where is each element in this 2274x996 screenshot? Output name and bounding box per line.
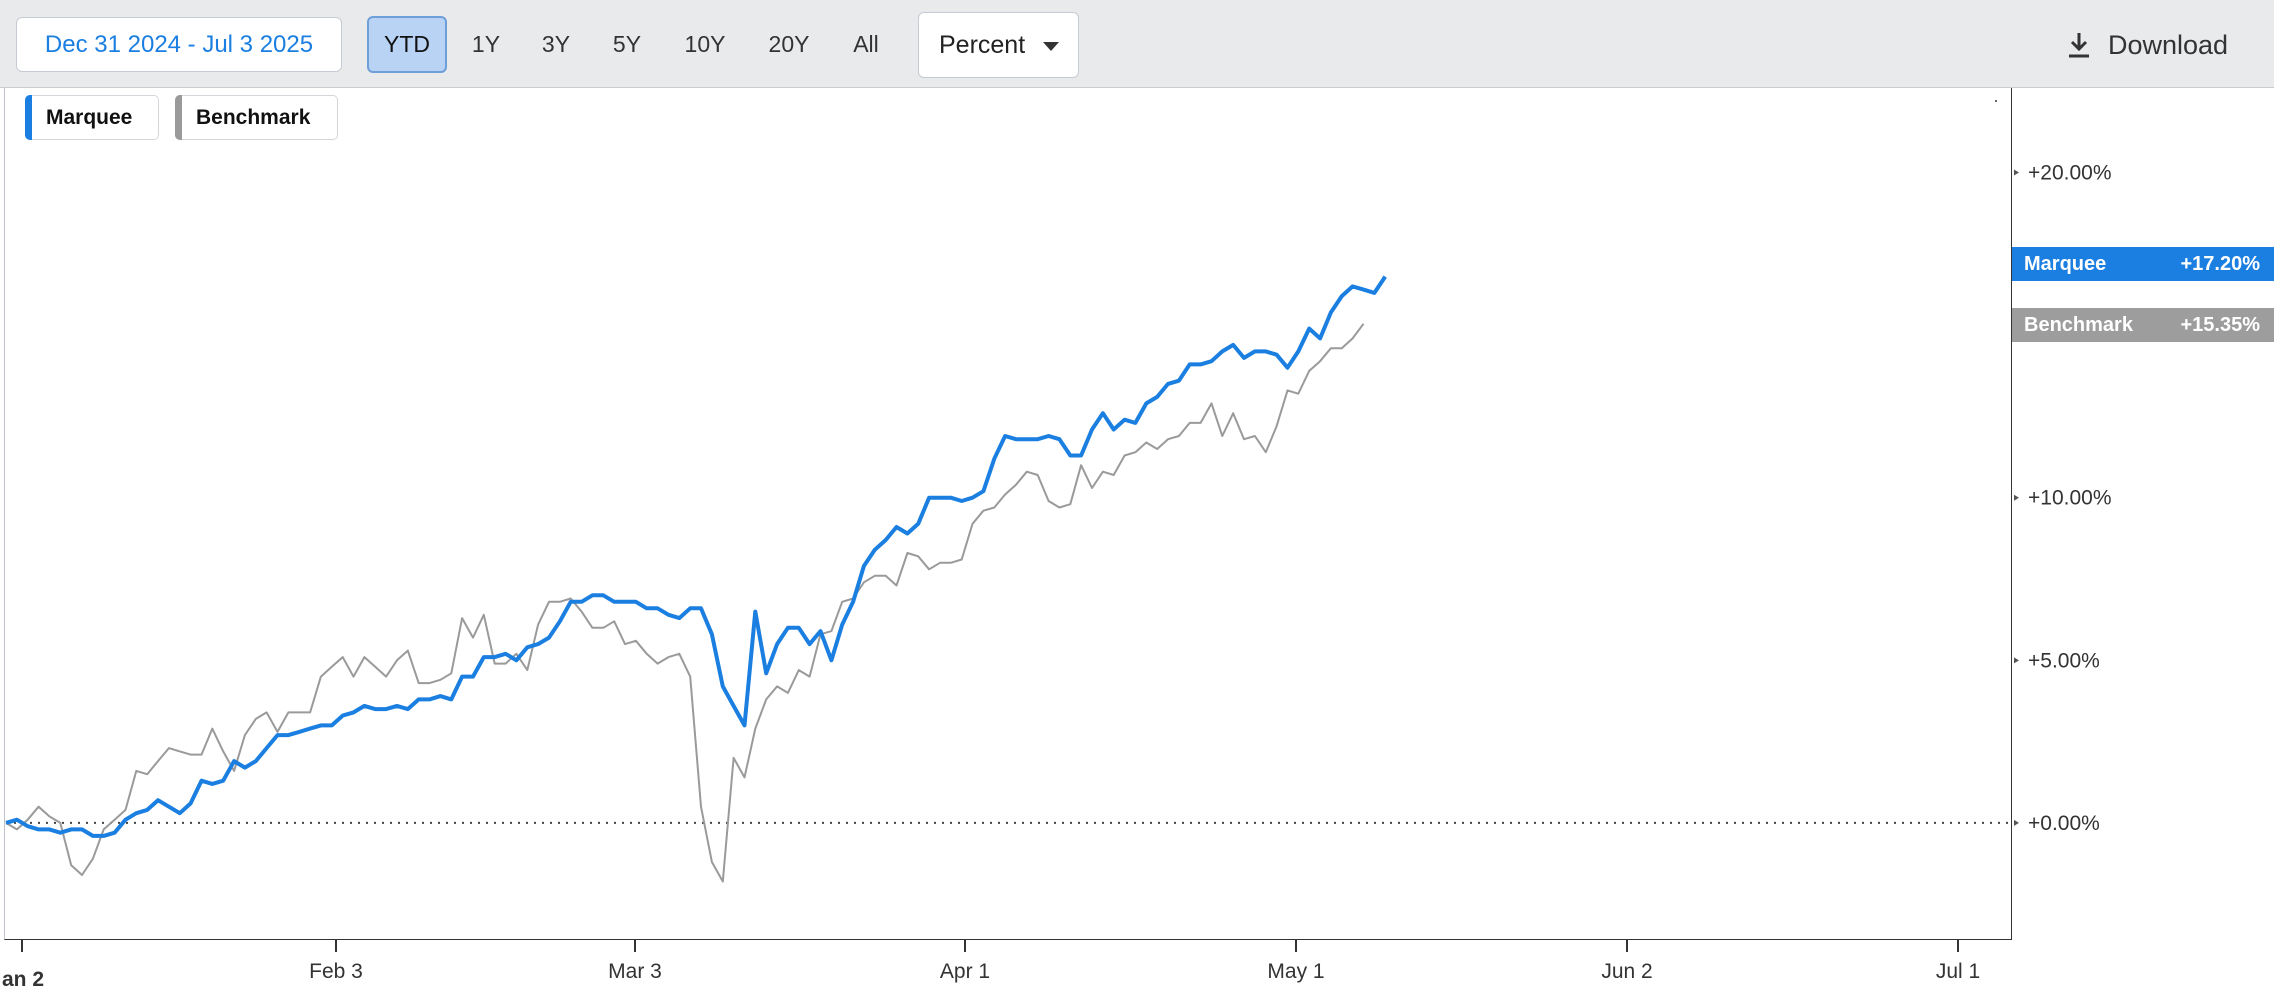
legend-item-marquee[interactable]: Marquee <box>25 95 159 140</box>
range-3y-button[interactable]: 3Y <box>541 31 571 57</box>
y-tick-mark <box>2014 169 2019 176</box>
y-tick-label: +0.00% <box>2028 812 2100 835</box>
y-tick-label: +10.00% <box>2028 487 2112 510</box>
y-tick-label: +5.00% <box>2028 649 2100 672</box>
unit-dropdown[interactable]: Percent <box>918 12 1079 78</box>
download-label: Download <box>2108 30 2229 60</box>
end-value-tag-benchmark: Benchmark +15.35% <box>2012 308 2274 342</box>
x-tick-label: Mar 3 <box>608 960 662 983</box>
download-button[interactable]: Download <box>2060 20 2250 70</box>
end-tag-value-benchmark: +15.35% <box>2180 314 2260 336</box>
legend-swatch-marquee <box>25 95 32 140</box>
range-10y-button[interactable]: 10Y <box>684 31 726 57</box>
x-tick-label: an 2 <box>2 968 44 991</box>
x-tick-label: Jul 1 <box>1936 960 1980 983</box>
legend-label-benchmark: Benchmark <box>196 106 311 129</box>
end-tag-name-benchmark: Benchmark <box>2024 314 2133 336</box>
range-20y-button[interactable]: 20Y <box>768 31 810 57</box>
x-axis: an 2 Feb 3 Mar 3 Apr 1 May 1 Jun 2 Jul 1 <box>2 940 1980 991</box>
download-icon <box>2069 33 2089 58</box>
y-tick-label: +20.00% <box>2028 162 2112 185</box>
legend-label-marquee: Marquee <box>46 106 133 129</box>
end-value-tag-marquee: Marquee +17.20% <box>2012 247 2274 281</box>
range-5y-button[interactable]: 5Y <box>612 31 642 57</box>
series-line-marquee <box>5 275 1387 838</box>
unit-dropdown-label: Percent <box>939 31 1026 59</box>
legend-item-benchmark[interactable]: Benchmark <box>175 95 338 140</box>
y-tick-mark <box>2014 657 2019 664</box>
chart-toolbar: Dec 31 2024 - Jul 3 2025 YTD 1Y 3Y 5Y 10… <box>0 0 2274 88</box>
plot-frame <box>4 88 2012 940</box>
x-tick-label: May 1 <box>1267 960 1324 983</box>
x-tick-label: Jun 2 <box>1601 960 1652 983</box>
date-range-button[interactable]: Dec 31 2024 - Jul 3 2025 <box>16 17 342 72</box>
x-tick-label: Feb 3 <box>309 960 363 983</box>
marker-dot <box>1995 100 1997 102</box>
y-tick-mark <box>2014 819 2019 826</box>
series-line-benchmark <box>5 323 1365 883</box>
range-1y-button[interactable]: 1Y <box>471 31 501 57</box>
y-axis: +0.00% +5.00% +10.00% +20.00% <box>2014 162 2112 835</box>
end-tag-value-marquee: +17.20% <box>2180 253 2260 275</box>
legend-swatch-benchmark <box>175 95 182 140</box>
range-ytd-button[interactable]: YTD <box>367 16 447 73</box>
x-tick-label: Apr 1 <box>940 960 990 983</box>
y-tick-mark <box>2014 494 2019 501</box>
end-tag-name-marquee: Marquee <box>2024 253 2107 275</box>
caret-down-icon <box>1043 42 1059 51</box>
range-all-button[interactable]: All <box>853 31 879 57</box>
